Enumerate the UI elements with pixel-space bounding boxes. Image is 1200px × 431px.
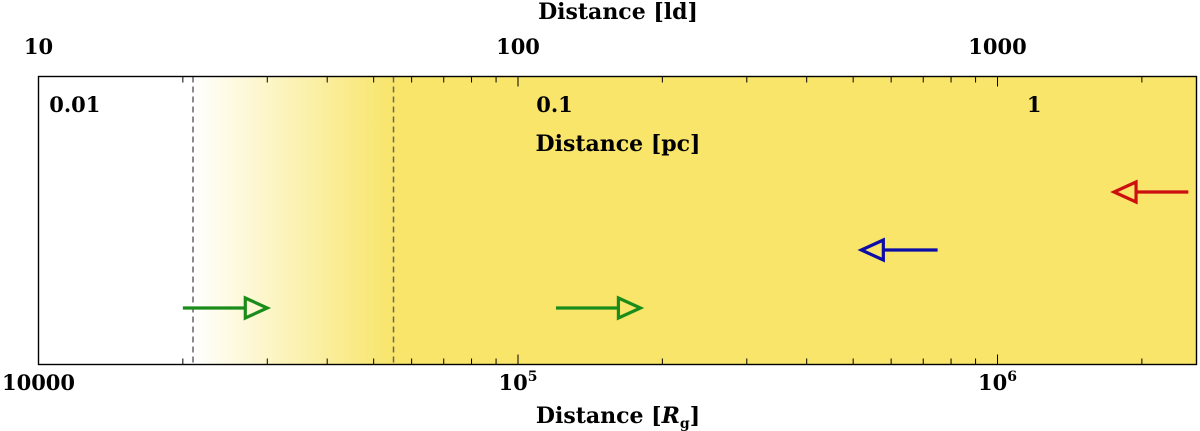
arrow-head-3 <box>1110 179 1138 205</box>
bottom-tick-label: 105 <box>499 369 538 395</box>
bottom-axis-title-suffix: ] <box>690 403 700 429</box>
bottom-axis-title-symbol: R <box>661 403 680 429</box>
inner-tick-labels: 0.01 0.1 1 <box>49 92 1041 117</box>
bottom-tick-labels: 10000 105 106 <box>2 369 1017 395</box>
inner-tick-label: 0.1 <box>536 92 573 117</box>
top-tick-label: 100 <box>496 34 540 59</box>
arrow-head-2 <box>857 237 885 263</box>
top-tick-label: 10 <box>24 34 53 59</box>
region-gradient-0 <box>193 76 394 365</box>
arrow-head-0 <box>243 295 272 321</box>
bottom-tick-label: 10000 <box>2 370 75 395</box>
plot-frame <box>37 75 1198 366</box>
bottom-tick-label: 106 <box>978 369 1017 395</box>
top-axis-title: Distance [ld] <box>538 0 698 25</box>
bottom-axis-title-subscript: g <box>680 416 690 431</box>
top-tick-labels: 10 100 1000 <box>24 34 1027 59</box>
arrow-head-1 <box>616 295 645 321</box>
tick-label-base: 10 <box>499 370 528 395</box>
tick-label-exponent: 6 <box>1007 369 1017 385</box>
top-tick-label: 1000 <box>968 34 1026 59</box>
tick-label-exponent: 5 <box>528 369 538 385</box>
highlight-regions <box>193 76 1197 365</box>
inner-tick-label: 1 <box>1027 92 1042 117</box>
data-arrows <box>182 179 1189 321</box>
axis-ticks <box>38 76 1143 365</box>
bottom-axis-title: Distance [Rg] <box>536 403 700 431</box>
region-solid-1 <box>393 76 1197 365</box>
boundary-lines <box>192 76 395 365</box>
tick-label-base: 10 <box>978 370 1007 395</box>
inner-axis-title: Distance [pc] <box>536 131 701 157</box>
inner-tick-label: 0.01 <box>49 92 100 117</box>
bottom-axis-title-prefix: Distance [ <box>536 403 662 429</box>
